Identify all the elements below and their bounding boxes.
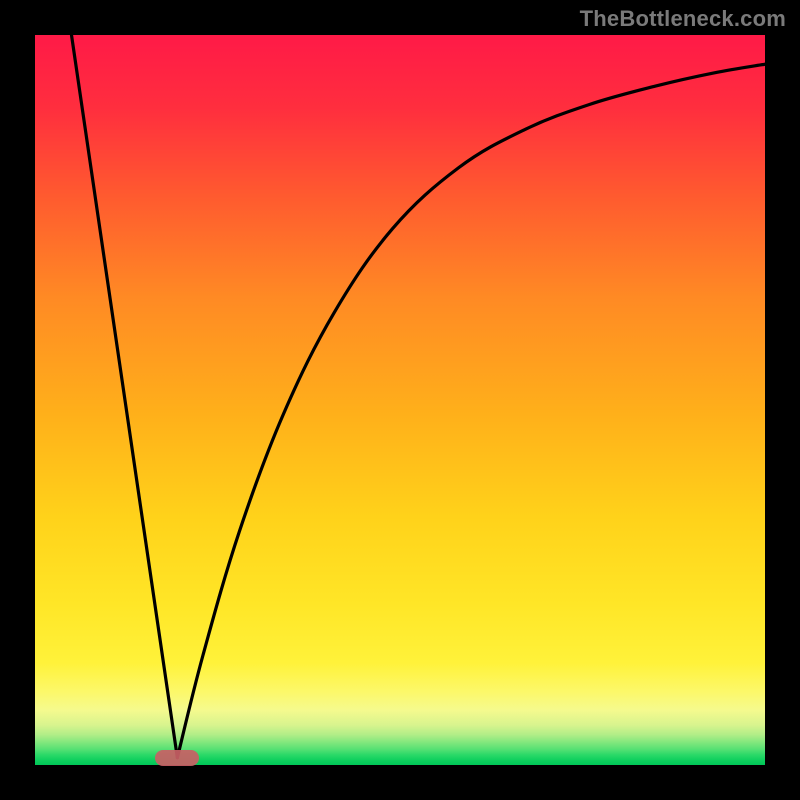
watermark-text: TheBottleneck.com (580, 6, 786, 32)
gradient-background (35, 35, 765, 765)
plot-svg (35, 35, 765, 765)
curve-right-branch (177, 64, 765, 758)
plot-area (35, 35, 765, 765)
chart-container: TheBottleneck.com (0, 0, 800, 800)
curve-left-branch (72, 35, 178, 758)
minimum-marker (155, 750, 199, 766)
